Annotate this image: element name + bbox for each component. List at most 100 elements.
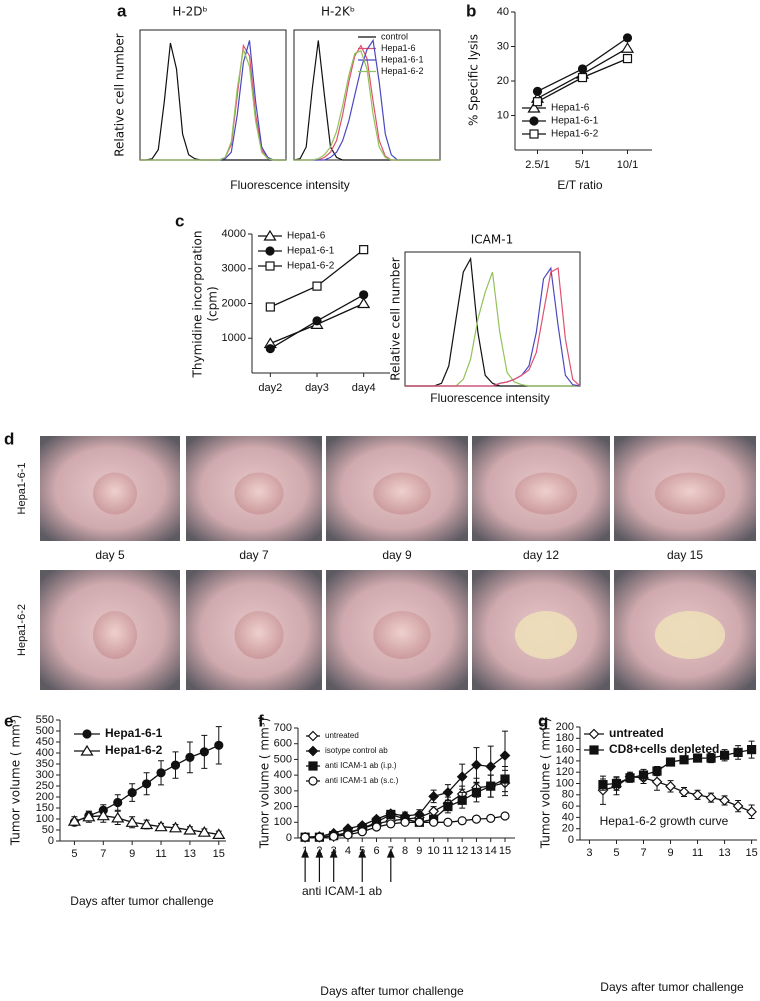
data-point bbox=[429, 817, 439, 827]
legend-label: Hepa1-6-1 bbox=[105, 726, 163, 740]
data-point bbox=[140, 818, 154, 830]
data-point bbox=[577, 64, 588, 74]
data-point bbox=[185, 752, 195, 763]
data-point bbox=[314, 832, 325, 842]
legend-marker bbox=[80, 744, 94, 756]
x-tick-label: 10 bbox=[428, 845, 440, 857]
legend-label: Hepa1-6-1 bbox=[551, 116, 599, 127]
y-tick-label: 4000 bbox=[222, 228, 246, 240]
y-tick-label: 350 bbox=[36, 758, 54, 770]
legend-label: Hepa1-6-2 bbox=[287, 261, 335, 272]
legend-label: anti ICAM-1 ab (i.p.) bbox=[325, 761, 397, 770]
data-point bbox=[532, 86, 543, 96]
legend-label: Hepa1-6 bbox=[287, 231, 326, 242]
tumor-shape bbox=[92, 611, 138, 659]
x-tick-label: 13 bbox=[184, 848, 196, 860]
day-label: day 5 bbox=[95, 548, 125, 562]
data-point bbox=[532, 97, 543, 107]
y-tick-label: 10 bbox=[497, 109, 509, 121]
data-point bbox=[154, 820, 168, 832]
x-axis-label: Fluorescence intensity bbox=[430, 391, 549, 405]
day-label: day 15 bbox=[667, 548, 703, 562]
series-line bbox=[270, 249, 365, 308]
data-point bbox=[471, 759, 482, 771]
legend-marker bbox=[529, 116, 539, 126]
data-point bbox=[142, 779, 152, 789]
tumor-shape bbox=[654, 611, 726, 659]
data-point bbox=[692, 753, 703, 763]
y-tick-label: 550 bbox=[36, 714, 54, 726]
data-point bbox=[357, 297, 371, 309]
data-point bbox=[386, 819, 396, 829]
data-point bbox=[156, 768, 166, 778]
legend-label: control bbox=[381, 31, 408, 41]
y-tick-label: 60 bbox=[562, 800, 574, 812]
panel-letter: e bbox=[4, 711, 13, 730]
series-line bbox=[140, 40, 286, 161]
data-point bbox=[622, 33, 633, 43]
data-point bbox=[620, 42, 635, 53]
data-point bbox=[706, 753, 716, 763]
data-point bbox=[96, 809, 110, 821]
x-axis-label: Days after tumor challenge bbox=[70, 894, 214, 908]
y-tick-label: 400 bbox=[36, 747, 54, 759]
data-point bbox=[486, 813, 496, 823]
data-point bbox=[214, 740, 224, 750]
y-tick-label: 300 bbox=[274, 785, 292, 797]
x-tick-label: day3 bbox=[305, 382, 329, 394]
tumor-shape bbox=[514, 472, 578, 515]
tumor-shape bbox=[234, 472, 284, 515]
x-tick-label: 15 bbox=[213, 848, 225, 860]
data-point bbox=[371, 822, 382, 832]
data-point bbox=[622, 53, 633, 64]
data-point bbox=[400, 817, 410, 827]
tumor-shape bbox=[373, 611, 431, 659]
legend-label: untreated bbox=[609, 726, 664, 740]
data-point bbox=[265, 302, 275, 312]
y-tick-label: 100 bbox=[556, 777, 574, 789]
series-line bbox=[140, 42, 286, 161]
data-point bbox=[679, 755, 689, 765]
data-point bbox=[678, 786, 690, 798]
x-tick-label: 3 bbox=[586, 847, 592, 859]
day-label: day 12 bbox=[523, 548, 559, 562]
x-axis-label: Days after tumor challenge bbox=[600, 980, 744, 994]
y-tick-label: 50 bbox=[42, 824, 54, 836]
x-tick-label: 10/1 bbox=[617, 159, 638, 171]
legend-marker bbox=[265, 246, 275, 256]
data-point bbox=[127, 787, 137, 798]
legend-label: Hepa1-6 bbox=[381, 43, 416, 53]
y-tick-label: 200 bbox=[36, 791, 54, 803]
x-tick-label: 13 bbox=[718, 847, 730, 859]
data-point bbox=[611, 778, 622, 789]
series-line bbox=[602, 776, 752, 813]
row-label: Hepa1-6-1 bbox=[16, 463, 28, 515]
legend-marker bbox=[308, 761, 318, 771]
x-tick-label: 6 bbox=[373, 845, 379, 857]
data-point bbox=[197, 826, 211, 837]
y-axis-label: Relative cell number bbox=[113, 33, 127, 157]
y-tick-label: 30 bbox=[497, 40, 509, 52]
data-point bbox=[428, 791, 439, 802]
data-point bbox=[577, 72, 588, 83]
y-axis-label: (cpm) bbox=[206, 286, 220, 321]
legend-marker bbox=[82, 729, 92, 739]
y-tick-label: 80 bbox=[562, 789, 574, 801]
legend-marker bbox=[265, 261, 275, 271]
y-tick-label: 700 bbox=[274, 722, 292, 734]
tumor-shape bbox=[92, 472, 138, 515]
data-point bbox=[733, 747, 743, 758]
data-point bbox=[359, 290, 369, 300]
data-point bbox=[665, 757, 676, 767]
y-axis-label: Thymidine incorporation bbox=[191, 231, 205, 379]
legend-marker bbox=[307, 730, 319, 742]
legend-label: Hepa1-6-2 bbox=[551, 129, 599, 140]
tumor-shape bbox=[373, 472, 431, 515]
panel-letter: a bbox=[117, 1, 127, 20]
data-point bbox=[386, 809, 396, 820]
data-point bbox=[705, 792, 717, 803]
day-label: day 7 bbox=[239, 548, 269, 562]
chart-title: H-2Dᵇ bbox=[172, 5, 207, 19]
data-point bbox=[499, 750, 511, 761]
legend-marker bbox=[589, 745, 599, 755]
